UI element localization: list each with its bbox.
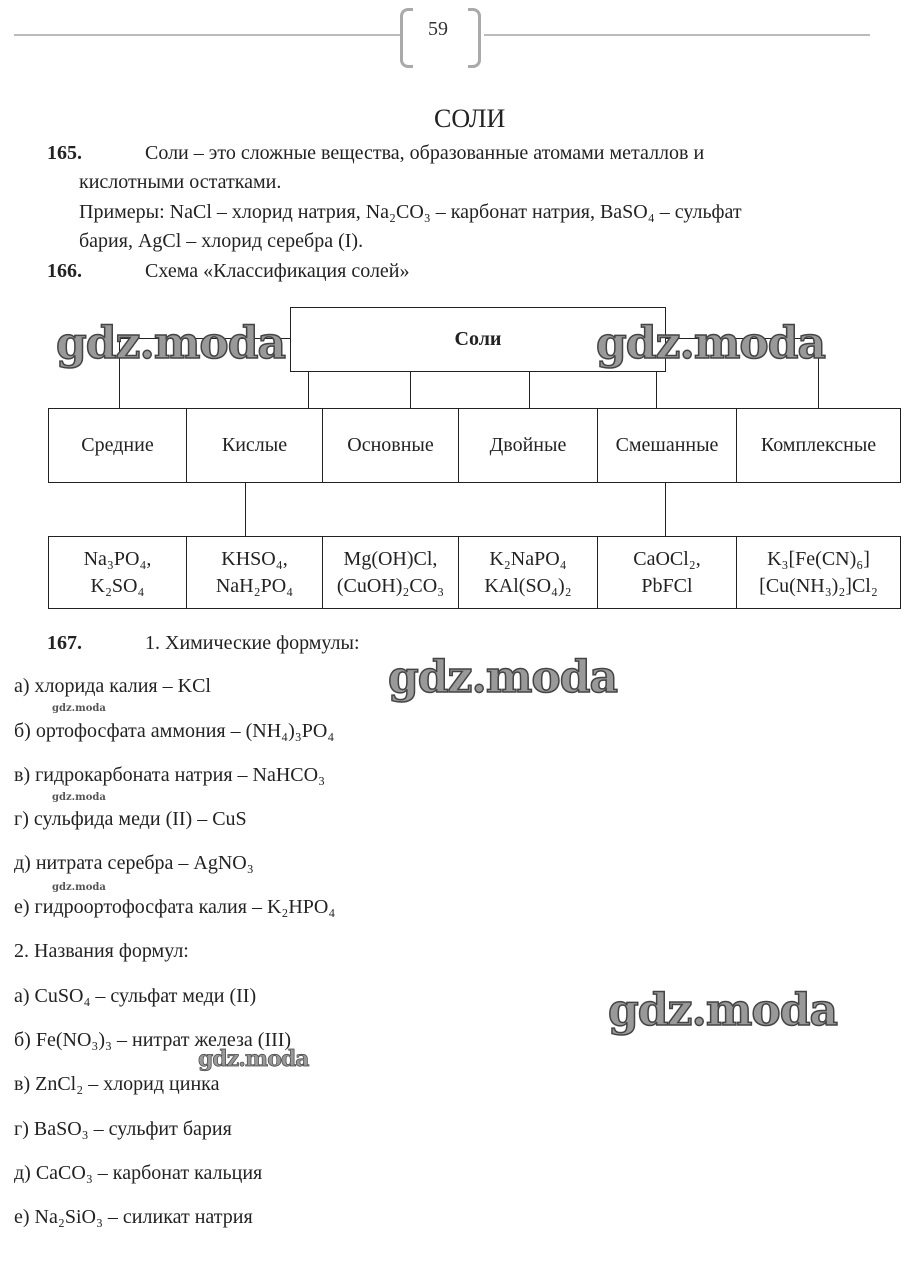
text-line: Примеры: NaCl – хлорид натрия, Na₂CO₃ – … — [79, 201, 742, 223]
salt-example: Mg(OH)Cl, (CuOH)₂CO₃ — [322, 536, 459, 609]
diagram-root: Соли — [290, 307, 666, 372]
header-rule — [14, 34, 400, 36]
page-number: 59 — [428, 18, 448, 40]
list-item: г) BaSO₃ – сульфит бария — [14, 1118, 232, 1140]
list-item: е) гидроортофосфата калия – K₂HPO₄ — [14, 896, 336, 918]
task-number: 167. — [47, 632, 82, 654]
salt-type: Смешанные — [597, 408, 737, 483]
formula: K₂NaPO₄ — [489, 547, 567, 570]
connector — [529, 371, 530, 408]
text-line: бария, AgCl – хлорид серебра (I). — [79, 230, 364, 252]
text-line: Схема «Классификация солей» — [145, 260, 410, 282]
watermark: gdz.moda — [55, 317, 287, 370]
salt-example: K₂NaPO₄ KAl(SO₄)₂ — [458, 536, 598, 609]
connector — [119, 338, 290, 339]
text-line: кислотными остатками. — [79, 171, 282, 193]
list-item: а) хлорида калия – KCl — [14, 675, 211, 697]
connector — [665, 482, 666, 536]
list-item: а) CuSO₄ – сульфат меди (II) — [14, 985, 257, 1007]
watermark: gdz.moda — [52, 882, 106, 893]
list-item: д) CaCO₃ – карбонат кальция — [14, 1162, 263, 1184]
list-item: в) гидрокарбоната натрия – NaHCO₃ — [14, 764, 326, 786]
salt-type: Кислые — [186, 408, 323, 483]
formula: PbFCl — [641, 574, 693, 597]
text-line: Соли – это сложные вещества, образованны… — [145, 142, 705, 164]
connector — [818, 338, 819, 408]
connector — [665, 338, 819, 339]
formula: [Cu(NH₃)₂]Cl₂ — [759, 574, 878, 597]
formula: Mg(OH)Cl, — [343, 547, 438, 570]
watermark: gdz.moda — [52, 703, 106, 714]
watermark: gdz.moda — [52, 792, 106, 803]
watermark: gdz.moda — [198, 1046, 310, 1073]
list-item: е) Na₂SiO₃ – силикат натрия — [14, 1206, 253, 1228]
formula: KHSO₄, — [221, 547, 288, 570]
formula: (CuOH)₂CO₃ — [336, 574, 445, 597]
task-number: 165. — [47, 142, 82, 164]
list-item: б) Fe(NO₃)₃ – нитрат железа (III) — [14, 1029, 292, 1051]
salt-type: Основные — [322, 408, 459, 483]
salt-example: KHSO₄, NaH₂PO₄ — [186, 536, 323, 609]
list-item: г) сульфида меди (II) – CuS — [14, 808, 247, 830]
connector — [245, 482, 246, 536]
list-item: в) ZnCl₂ – хлорид цинка — [14, 1073, 220, 1095]
formula: K₃[Fe(CN)₆] — [767, 547, 870, 570]
formula: CaOCl₂, — [633, 547, 701, 570]
page-number-bracket — [400, 8, 413, 68]
heading: 1. Химические формулы: — [145, 632, 360, 654]
formula: KAl(SO₄)₂ — [484, 574, 572, 597]
formula: NaH₂PO₄ — [215, 574, 294, 597]
formula: Na₃PO₄, — [83, 547, 152, 570]
salt-example: CaOCl₂, PbFCl — [597, 536, 737, 609]
watermark: gdz.moda — [387, 651, 619, 704]
watermark: gdz.moda — [595, 317, 827, 370]
heading: 2. Названия формул: — [14, 940, 189, 962]
page-number-bracket — [468, 8, 481, 68]
header-rule — [484, 34, 870, 36]
connector — [410, 371, 411, 408]
page-title: СОЛИ — [434, 104, 506, 133]
connector — [119, 338, 120, 408]
salt-type: Комплексные — [736, 408, 901, 483]
connector — [308, 371, 309, 408]
connector — [656, 371, 657, 408]
task-number: 166. — [47, 260, 82, 282]
formula: K₂SO₄ — [90, 574, 145, 597]
salt-example: K₃[Fe(CN)₆] [Cu(NH₃)₂]Cl₂ — [736, 536, 901, 609]
list-item: д) нитрата серебра – AgNO₃ — [14, 852, 254, 874]
salt-type: Средние — [48, 408, 187, 483]
watermark: gdz.moda — [607, 984, 839, 1037]
list-item: б) ортофосфата аммония – (NH₄)₃PO₄ — [14, 720, 335, 742]
salt-type: Двойные — [458, 408, 598, 483]
salt-example: Na₃PO₄, K₂SO₄ — [48, 536, 187, 609]
